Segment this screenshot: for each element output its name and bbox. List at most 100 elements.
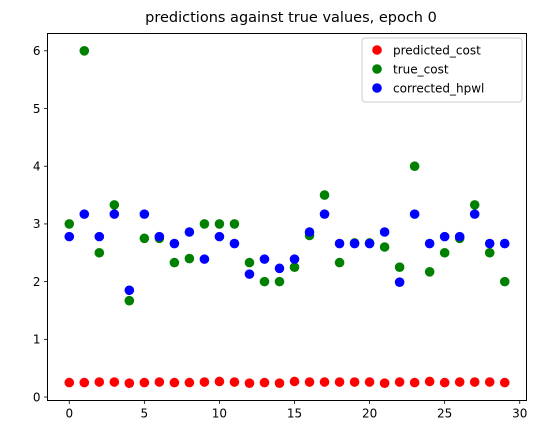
corrected-hpwl-point — [154, 231, 165, 242]
y-tick-label: 0 — [33, 390, 41, 404]
true-cost-point — [109, 200, 120, 210]
true-cost-point — [469, 200, 480, 210]
true-cost-point — [169, 257, 180, 268]
predicted-cost-point — [109, 377, 120, 387]
true-cost-point — [214, 219, 225, 229]
predicted-cost-point — [64, 377, 75, 388]
true-cost-point — [499, 276, 510, 287]
corrected-hpwl-point — [214, 231, 225, 242]
predicted-cost-point — [79, 377, 90, 388]
corrected-hpwl-point — [334, 238, 345, 249]
y-tick-label: 6 — [33, 44, 41, 58]
true-cost-point — [394, 262, 405, 273]
corrected-hpwl-point — [289, 254, 300, 264]
true-cost-point — [259, 276, 270, 287]
y-tick-label: 2 — [33, 275, 41, 289]
series-corrected-hpwl — [64, 209, 510, 296]
corrected-hpwl-point — [184, 227, 195, 237]
y-tick-label: 5 — [33, 102, 41, 116]
x-tick-label: 10 — [212, 407, 227, 421]
corrected-hpwl-point — [229, 238, 240, 249]
legend-label-true-cost: true_cost — [393, 63, 449, 77]
legend-marker-true-cost — [372, 64, 382, 74]
corrected-hpwl-point — [94, 231, 105, 242]
axis-ticks: 0 5 10 15 20 25 30 0 1 2 3 4 5 6 — [33, 44, 528, 420]
x-tick-label: 0 — [65, 407, 73, 421]
corrected-hpwl-point — [139, 209, 150, 219]
corrected-hpwl-point — [499, 238, 510, 249]
predicted-cost-point — [124, 378, 135, 388]
true-cost-point — [64, 219, 75, 229]
corrected-hpwl-point — [124, 285, 135, 296]
predicted-cost-point — [244, 378, 255, 388]
predicted-cost-point — [409, 377, 420, 388]
corrected-hpwl-point — [274, 263, 285, 274]
data-points — [64, 46, 510, 388]
predicted-cost-point — [379, 378, 390, 388]
predicted-cost-point — [139, 377, 150, 388]
true-cost-point — [139, 233, 150, 244]
predicted-cost-point — [454, 377, 465, 387]
x-tick-label: 30 — [512, 407, 527, 421]
legend-label-predicted-cost: predicted_cost — [393, 44, 481, 58]
predicted-cost-point — [154, 377, 165, 387]
x-tick-label: 25 — [437, 407, 452, 421]
true-cost-point — [439, 247, 450, 258]
corrected-hpwl-point — [79, 209, 90, 219]
corrected-hpwl-point — [304, 227, 315, 237]
legend-box — [361, 37, 523, 103]
corrected-hpwl-point — [244, 269, 255, 279]
legend: predicted_cost true_cost corrected_hpwl — [361, 37, 523, 103]
predicted-cost-point — [484, 377, 495, 387]
x-tick-label: 20 — [362, 407, 377, 421]
predicted-cost-point — [499, 377, 510, 388]
corrected-hpwl-point — [199, 254, 210, 264]
predicted-cost-point — [334, 377, 345, 387]
predicted-cost-point — [94, 377, 105, 387]
legend-label-corrected-hpwl: corrected_hpwl — [393, 82, 484, 96]
corrected-hpwl-point — [424, 238, 435, 249]
y-tick-label: 3 — [33, 217, 41, 231]
true-cost-point — [79, 46, 90, 56]
corrected-hpwl-point — [439, 231, 450, 242]
corrected-hpwl-point — [379, 227, 390, 237]
true-cost-point — [184, 253, 195, 264]
chart-title: predictions against true values, epoch 0 — [145, 10, 437, 26]
predicted-cost-point — [349, 377, 360, 387]
predicted-cost-point — [214, 376, 225, 387]
corrected-hpwl-point — [364, 238, 375, 249]
predicted-cost-point — [439, 377, 450, 388]
predicted-cost-point — [319, 377, 330, 387]
plot-area-frame — [47, 33, 527, 401]
true-cost-point — [319, 190, 330, 200]
corrected-hpwl-point — [169, 238, 180, 249]
corrected-hpwl-point — [454, 231, 465, 242]
y-tick-label: 4 — [33, 160, 41, 174]
true-cost-point — [274, 276, 285, 287]
corrected-hpwl-point — [109, 209, 120, 219]
corrected-hpwl-point — [484, 238, 495, 249]
predicted-cost-point — [184, 377, 195, 388]
series-predicted-cost — [64, 376, 510, 388]
corrected-hpwl-point — [64, 231, 75, 242]
predicted-cost-point — [199, 377, 210, 387]
corrected-hpwl-point — [349, 238, 360, 249]
true-cost-point — [94, 247, 105, 258]
predicted-cost-point — [229, 377, 240, 387]
predicted-cost-point — [274, 378, 285, 388]
corrected-hpwl-point — [409, 209, 420, 219]
predicted-cost-point — [169, 377, 180, 388]
y-tick-label: 1 — [33, 333, 41, 347]
true-cost-point — [379, 242, 390, 252]
predicted-cost-point — [259, 377, 270, 388]
true-cost-point — [424, 267, 435, 277]
corrected-hpwl-point — [259, 254, 270, 264]
true-cost-point — [334, 257, 345, 268]
true-cost-point — [409, 161, 420, 172]
corrected-hpwl-point — [319, 209, 330, 219]
predicted-cost-point — [364, 377, 375, 387]
predicted-cost-point — [394, 377, 405, 387]
predicted-cost-point — [289, 376, 300, 387]
